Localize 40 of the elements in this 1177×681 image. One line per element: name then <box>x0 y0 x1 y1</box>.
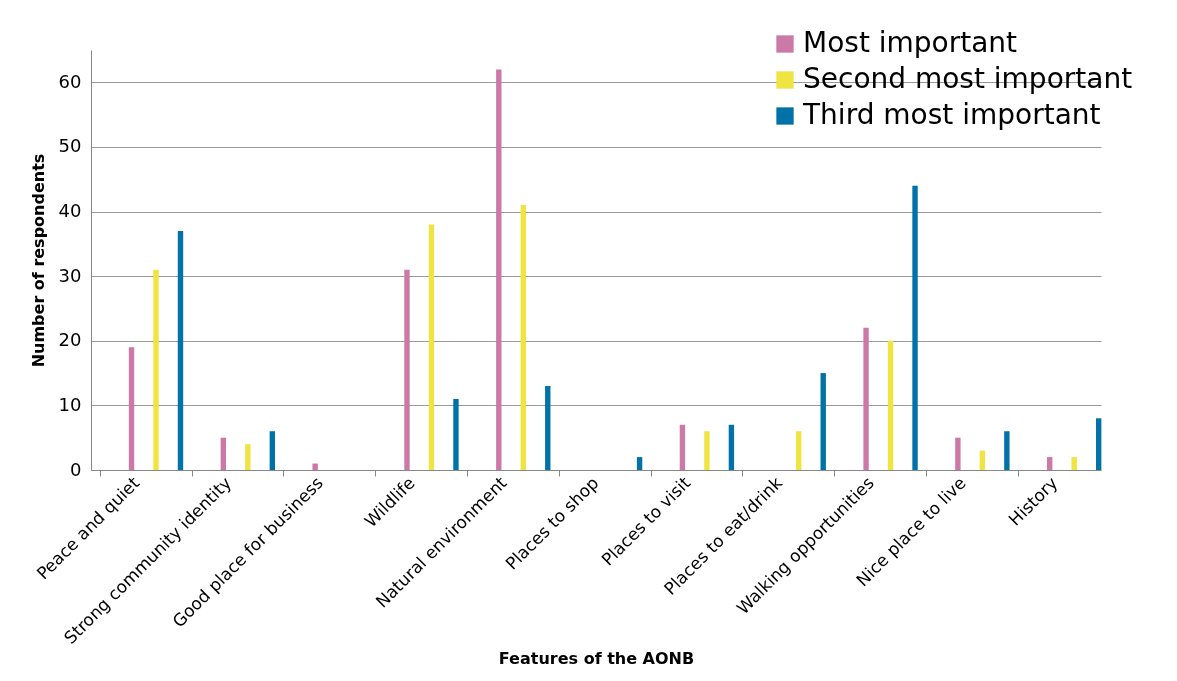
y-axis-title: Number of respondents <box>28 153 48 368</box>
legend-label: Second most important <box>803 62 1133 95</box>
bar <box>453 398 459 470</box>
bar <box>636 457 643 470</box>
bar <box>1071 457 1077 470</box>
bar <box>428 224 435 470</box>
bar <box>979 450 986 470</box>
y-tick-label: 60 <box>58 70 82 92</box>
bar <box>704 431 710 470</box>
bar <box>496 69 502 470</box>
bar <box>1004 431 1010 470</box>
bar <box>863 327 869 470</box>
y-tick-label: 10 <box>58 393 82 415</box>
y-tick-label: 30 <box>58 264 82 286</box>
bar <box>404 269 410 470</box>
bar <box>887 340 894 470</box>
bar <box>728 424 735 470</box>
y-tick-label: 20 <box>58 329 82 351</box>
bar <box>1095 418 1102 470</box>
y-tick-label: 0 <box>70 458 82 480</box>
x-axis-title: Features of the AONB <box>498 649 695 669</box>
bar <box>520 205 526 470</box>
bar <box>679 424 686 470</box>
bar <box>245 444 251 470</box>
bar <box>820 373 826 470</box>
bar <box>796 431 802 470</box>
bar <box>545 386 551 470</box>
bar <box>955 437 961 470</box>
bar <box>912 185 918 470</box>
bar <box>269 431 275 470</box>
bar <box>312 463 318 470</box>
y-tick-label: 50 <box>58 135 82 157</box>
bar <box>153 269 159 470</box>
bar <box>128 347 135 470</box>
bar <box>177 230 184 470</box>
legend-label: Most important <box>803 26 1018 59</box>
y-tick-label: 40 <box>58 200 82 222</box>
bar <box>220 437 227 470</box>
legend-label: Third most important <box>802 98 1101 131</box>
bar <box>1047 457 1053 470</box>
